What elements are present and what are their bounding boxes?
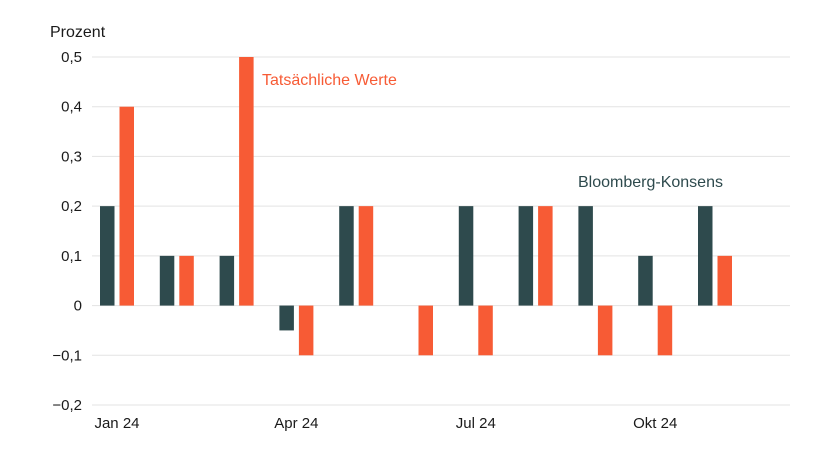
y-axis-ticks: 0,5 0,4 0,3 0,2 0,1 0 −0,1 −0,2	[52, 49, 82, 414]
bar-actual	[358, 206, 374, 306]
bar-consensus	[219, 255, 235, 306]
bar-consensus	[458, 206, 474, 306]
bar-consensus	[638, 255, 653, 306]
bar-consensus	[159, 255, 175, 306]
bar-actual	[179, 255, 194, 306]
y-tick-label: 0	[74, 298, 82, 315]
y-tick-label: 0,5	[61, 49, 82, 66]
y-axis-unit-label: Prozent	[50, 24, 106, 41]
bar-actual	[418, 305, 433, 356]
series-label-consensus: Bloomberg-Konsens	[578, 174, 723, 191]
bar-actual	[298, 305, 314, 356]
x-tick-label: Jul 24	[456, 415, 496, 432]
series-label-actual: Tatsächliche Werte	[262, 72, 397, 89]
y-tick-label: 0,3	[61, 148, 82, 165]
bar-consensus	[698, 206, 713, 306]
bar-actual	[239, 57, 254, 306]
bar-consensus	[578, 206, 593, 306]
x-tick-label: Okt 24	[633, 415, 677, 432]
bar-actual	[597, 305, 613, 356]
bar-consensus	[279, 305, 294, 331]
bar-actual	[538, 206, 553, 306]
y-tick-label: 0,2	[61, 198, 82, 215]
y-tick-label: 0,1	[61, 248, 82, 265]
bar-actual	[657, 305, 673, 356]
bar-consensus	[339, 206, 354, 306]
bar-actual	[717, 255, 732, 306]
x-axis-ticks: Jan 24 Apr 24 Jul 24 Okt 24	[94, 415, 677, 432]
bar-consensus	[100, 206, 115, 306]
bar-actual	[478, 305, 493, 356]
y-tick-label: −0,2	[52, 397, 82, 414]
bar-actual	[119, 106, 134, 306]
gridlines	[92, 56, 790, 406]
y-tick-label: 0,4	[61, 99, 82, 116]
y-tick-label: −0,1	[52, 347, 82, 364]
bars	[100, 57, 732, 356]
bar-consensus	[518, 206, 534, 306]
x-tick-label: Apr 24	[274, 415, 318, 432]
x-tick-label: Jan 24	[94, 415, 139, 432]
